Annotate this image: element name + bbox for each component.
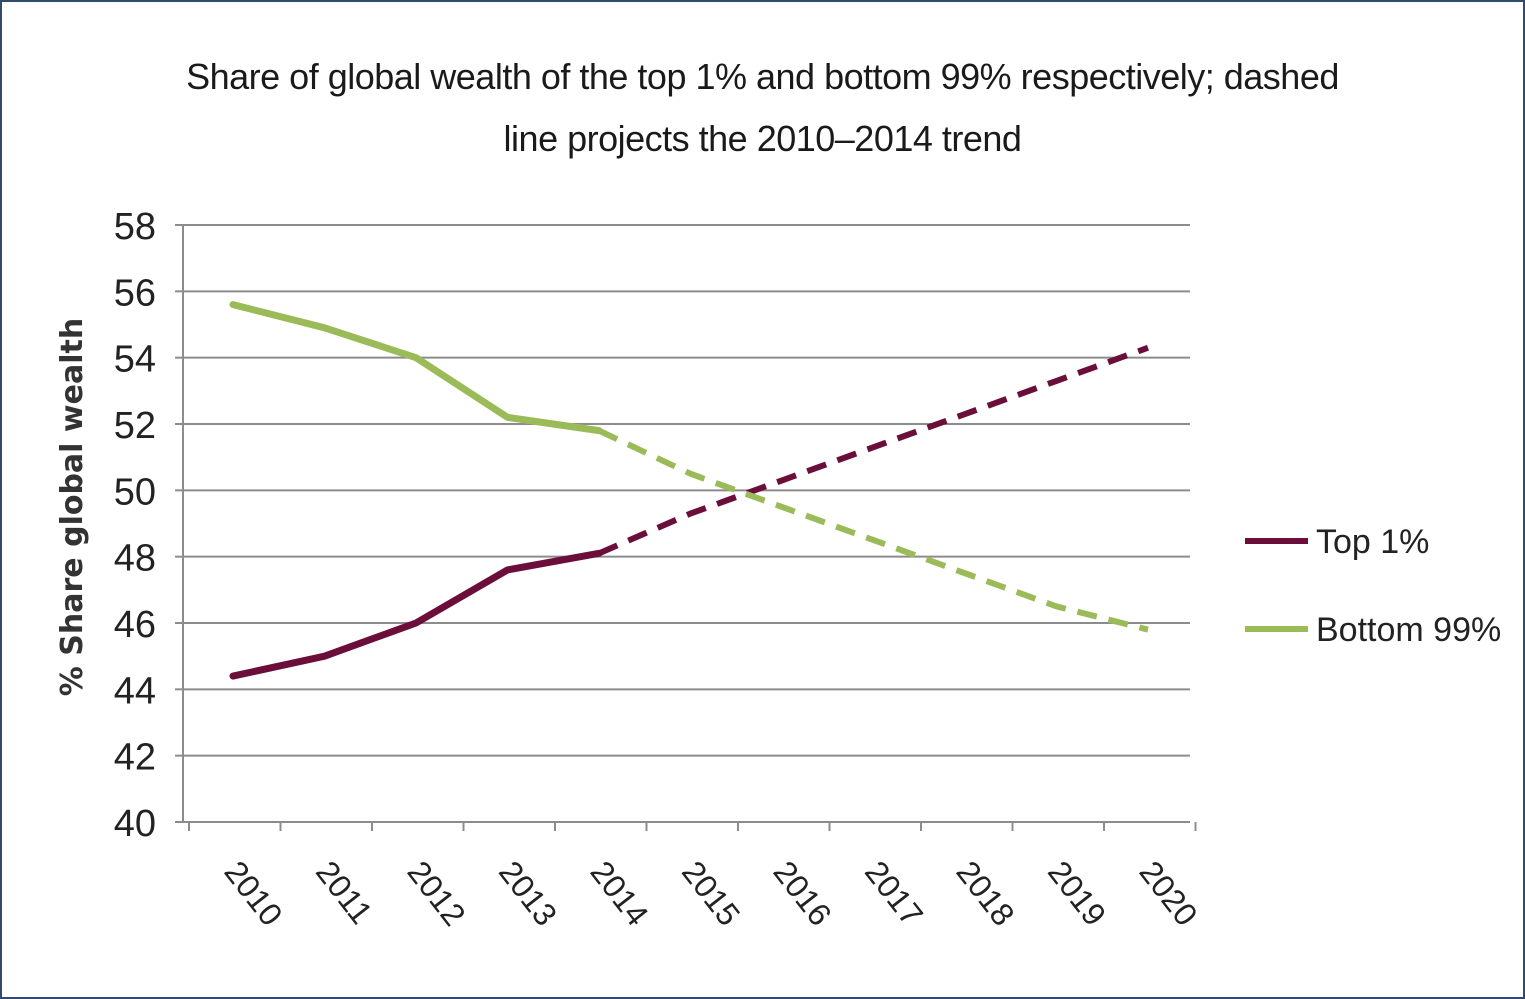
y-tick-label-52: 52 — [114, 405, 156, 447]
axes — [175, 224, 1197, 831]
series-projection-0 — [597, 344, 1150, 557]
series-line-1 — [229, 301, 603, 435]
legend: Top 1% Bottom 99% — [1245, 523, 1501, 649]
y-tick-label-54: 54 — [114, 339, 156, 381]
x-tick-label-2011: 2011 — [309, 854, 380, 930]
x-tick-label-2016: 2016 — [766, 854, 838, 932]
x-tick-label-2013: 2013 — [492, 854, 564, 932]
y-tick-label-50: 50 — [114, 471, 156, 513]
x-tick-label-2014: 2014 — [583, 854, 655, 932]
x-tick-label-2015: 2015 — [675, 854, 747, 932]
x-tick-label-2020: 2020 — [1132, 854, 1204, 932]
x-tick-label-2017: 2017 — [858, 854, 930, 932]
y-tick-label-44: 44 — [114, 670, 156, 712]
x-tick-label-2019: 2019 — [1041, 854, 1113, 932]
y-tick-label-46: 46 — [114, 604, 156, 646]
series-line-0 — [229, 549, 603, 680]
chart-title-line-2: line projects the 2010–2014 trend — [503, 118, 1022, 159]
y-tick-label-58: 58 — [114, 206, 156, 248]
y-tick-label-40: 40 — [114, 803, 156, 845]
y-tick-label-42: 42 — [114, 737, 156, 779]
legend-label-top-1: Top 1% — [1316, 523, 1429, 561]
gridlines — [183, 224, 1190, 757]
y-tick-label-48: 48 — [114, 538, 156, 580]
series-projection-1 — [597, 427, 1149, 633]
y-tick-labels: 40 42 44 46 48 50 52 54 56 58 — [114, 206, 156, 845]
x-tick-labels: 2010 2011 2012 2013 2014 2015 2016 2017 2018 2019… — [217, 854, 1204, 932]
y-tick-label-56: 56 — [114, 272, 156, 314]
y-axis-title: % Share global wealth — [55, 318, 90, 696]
x-tick-label-2012: 2012 — [400, 854, 472, 932]
legend-label-bottom-99: Bottom 99% — [1316, 611, 1501, 649]
x-tick-label-2010: 2010 — [217, 854, 289, 932]
series-lines — [229, 301, 1150, 680]
x-tick-label-2018: 2018 — [949, 854, 1021, 932]
chart-title-line-1: Share of global wealth of the top 1% and… — [186, 56, 1339, 97]
